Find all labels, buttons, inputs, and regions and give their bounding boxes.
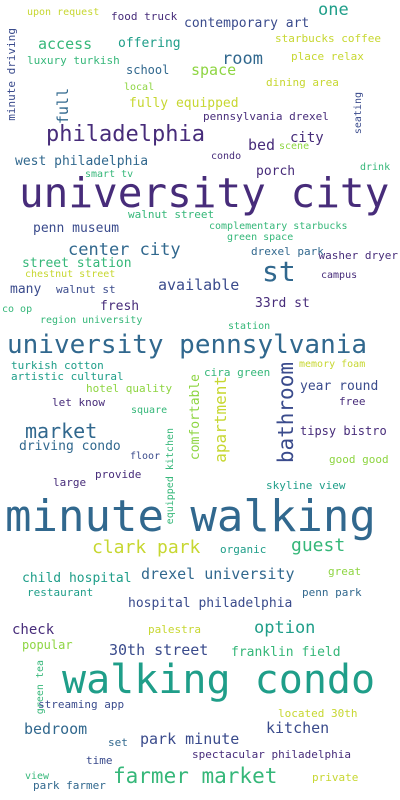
word: popular (22, 638, 73, 652)
word: chestnut street (25, 269, 116, 280)
word: provide (95, 468, 142, 481)
word: 33rd st (255, 296, 310, 311)
word: place relax (291, 50, 364, 63)
word: kitchen (266, 719, 330, 737)
word: great (328, 565, 362, 578)
word: university pennsylvania (7, 330, 368, 360)
word: located 30th (278, 707, 358, 720)
word: drink (360, 162, 391, 173)
word: check (12, 622, 55, 638)
word: condo (211, 151, 242, 162)
word: time (86, 754, 113, 767)
word: good good (329, 453, 389, 466)
word: complementary starbucks (209, 221, 348, 232)
word: memory foam (299, 359, 366, 370)
word: comfortable (188, 374, 203, 461)
word: fresh (100, 299, 140, 314)
word: turkish cotton (11, 359, 104, 372)
word: view (25, 771, 50, 782)
word: dining area (266, 76, 339, 89)
word: drexel park (251, 245, 324, 258)
word: tipsy bistro (300, 424, 387, 438)
word: bed (248, 136, 276, 154)
word: driving condo (19, 439, 121, 454)
word: streaming app (38, 698, 125, 711)
word: hotel quality (86, 382, 173, 395)
word: penn museum (33, 221, 120, 236)
word: walnut street (128, 208, 215, 221)
word: floor (130, 451, 161, 462)
word: one (318, 0, 349, 20)
word: fully equipped (129, 96, 239, 111)
word: park minute (140, 730, 240, 748)
word: smart tv (85, 169, 134, 180)
word: washer dryer (318, 249, 398, 262)
word: food truck (111, 10, 178, 23)
word: bathroom (274, 362, 298, 464)
word: room (222, 49, 263, 69)
word: private (312, 771, 359, 784)
word: many (10, 282, 42, 297)
word: hospital philadelphia (128, 596, 293, 611)
word: bedroom (24, 720, 88, 738)
word: contemporary art (184, 16, 310, 31)
word: skyline view (266, 479, 346, 492)
word: franklin field (231, 645, 341, 660)
word: apartment (211, 376, 230, 463)
word: option (254, 618, 316, 638)
word: large (53, 476, 87, 489)
word: organic (220, 543, 267, 556)
word: available (158, 276, 240, 294)
word: restaurant (27, 586, 94, 599)
word: market (25, 419, 98, 443)
word: artistic cultural (11, 370, 124, 383)
word: access (38, 35, 93, 53)
word: west philadelphia (15, 154, 149, 169)
word: penn park (302, 586, 362, 599)
word: drexel university (141, 565, 295, 583)
word: street station (22, 256, 132, 271)
word: university city (19, 169, 390, 217)
word: co op (2, 304, 33, 315)
word: farmer market (113, 764, 278, 788)
word: spectacular philadelphia (192, 748, 351, 761)
word: campus (321, 270, 358, 281)
word: let know (52, 396, 105, 409)
word: set (108, 736, 128, 749)
word: year round (300, 379, 379, 394)
word: minute driving (5, 28, 18, 121)
word: guest (291, 535, 346, 556)
word: walnut st (56, 283, 116, 296)
word: full (54, 88, 72, 125)
word: scene (279, 141, 310, 152)
word: green space (227, 232, 294, 243)
word: local (124, 82, 155, 93)
word: space (191, 61, 237, 79)
word: seating (353, 92, 364, 135)
word: palestra (148, 623, 201, 636)
word: minute walking (5, 491, 376, 542)
word: center city (68, 240, 181, 260)
word: child hospital (22, 571, 132, 586)
word: station (228, 321, 271, 332)
word: free (339, 395, 366, 408)
word: walking condo (62, 657, 376, 703)
word: square (131, 405, 168, 416)
word: 30th street (109, 641, 209, 659)
word: region university (40, 315, 143, 326)
word: city (290, 130, 324, 146)
word: porch (256, 164, 296, 179)
word: st (262, 255, 296, 288)
word: philadelphia (46, 122, 205, 147)
word: pennsylvania drexel (203, 110, 329, 123)
word: upon request (27, 7, 100, 18)
word: school (126, 63, 170, 77)
word: cira green (204, 366, 271, 379)
word: starbucks coffee (275, 32, 381, 45)
word: offering (118, 36, 181, 51)
word: clark park (92, 537, 201, 558)
word: park farmer (33, 779, 106, 792)
word: luxury turkish (27, 54, 120, 67)
